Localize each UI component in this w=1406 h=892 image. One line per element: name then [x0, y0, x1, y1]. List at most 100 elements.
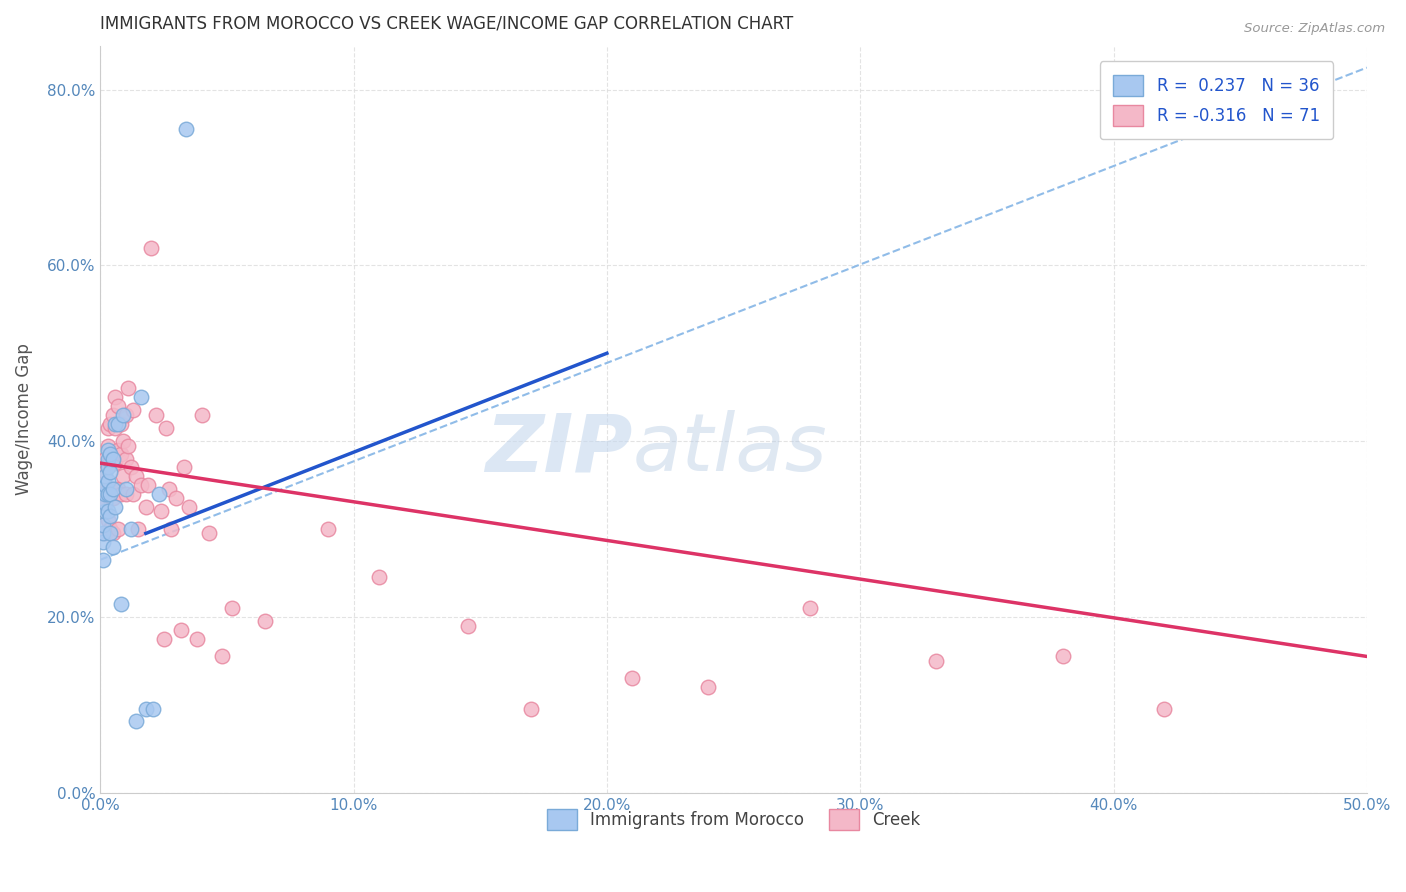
Point — [107, 417, 129, 431]
Point — [112, 469, 135, 483]
Point — [104, 390, 127, 404]
Point — [104, 483, 127, 497]
Point — [316, 522, 339, 536]
Point — [127, 522, 149, 536]
Point — [97, 474, 120, 488]
Point — [94, 465, 117, 479]
Point — [107, 522, 129, 536]
Point — [186, 632, 208, 646]
Point — [177, 500, 200, 514]
Point — [100, 508, 122, 523]
Y-axis label: Wage/Income Gap: Wage/Income Gap — [15, 343, 32, 495]
Point — [155, 421, 177, 435]
Point — [104, 500, 127, 514]
Point — [621, 672, 644, 686]
Point — [101, 540, 124, 554]
Point — [165, 491, 187, 506]
Point — [104, 417, 127, 431]
Point — [91, 553, 114, 567]
Point — [129, 390, 152, 404]
Point — [160, 522, 183, 536]
Point — [139, 241, 162, 255]
Point — [91, 496, 114, 510]
Point — [107, 483, 129, 497]
Point — [101, 451, 124, 466]
Point — [114, 483, 136, 497]
Point — [97, 451, 120, 466]
Point — [122, 403, 145, 417]
Point — [94, 469, 117, 483]
Point — [110, 417, 132, 431]
Point — [117, 381, 139, 395]
Point — [112, 434, 135, 449]
Point — [100, 465, 122, 479]
Point — [457, 618, 479, 632]
Point — [110, 487, 132, 501]
Point — [114, 451, 136, 466]
Point — [101, 456, 124, 470]
Point — [925, 654, 948, 668]
Point — [114, 408, 136, 422]
Point — [520, 702, 543, 716]
Point — [101, 408, 124, 422]
Point — [97, 421, 120, 435]
Point — [253, 615, 276, 629]
Point — [190, 408, 212, 422]
Point — [97, 513, 120, 527]
Point — [101, 526, 124, 541]
Point — [100, 447, 122, 461]
Point — [101, 483, 124, 497]
Point — [91, 517, 114, 532]
Text: ZIP: ZIP — [485, 410, 633, 488]
Point — [94, 504, 117, 518]
Point — [97, 483, 120, 497]
Point — [145, 408, 167, 422]
Point — [94, 487, 117, 501]
Point — [221, 601, 243, 615]
Point — [91, 526, 114, 541]
Point — [110, 447, 132, 461]
Point — [122, 487, 145, 501]
Point — [148, 487, 170, 501]
Text: atlas: atlas — [633, 410, 827, 488]
Point — [97, 487, 120, 501]
Point — [94, 478, 117, 492]
Point — [107, 399, 129, 413]
Point — [97, 504, 120, 518]
Point — [97, 438, 120, 452]
Point — [135, 500, 157, 514]
Point — [138, 478, 160, 492]
Point — [94, 526, 117, 541]
Point — [104, 456, 127, 470]
Text: IMMIGRANTS FROM MOROCCO VS CREEK WAGE/INCOME GAP CORRELATION CHART: IMMIGRANTS FROM MOROCCO VS CREEK WAGE/IN… — [100, 15, 793, 33]
Point — [100, 487, 122, 501]
Point — [125, 714, 148, 728]
Point — [211, 649, 233, 664]
Point — [129, 478, 152, 492]
Point — [107, 442, 129, 457]
Point — [120, 460, 142, 475]
Point — [110, 597, 132, 611]
Point — [157, 483, 180, 497]
Point — [173, 460, 195, 475]
Point — [142, 702, 165, 716]
Point — [97, 456, 120, 470]
Point — [100, 487, 122, 501]
Point — [125, 469, 148, 483]
Point — [97, 460, 120, 475]
Point — [100, 522, 122, 536]
Point — [100, 456, 122, 470]
Point — [198, 526, 221, 541]
Point — [152, 632, 174, 646]
Point — [135, 702, 157, 716]
Point — [114, 487, 136, 501]
Point — [100, 417, 122, 431]
Point — [100, 526, 122, 541]
Point — [112, 408, 135, 422]
Point — [1052, 649, 1074, 664]
Legend: Immigrants from Morocco, Creek: Immigrants from Morocco, Creek — [540, 802, 927, 837]
Point — [170, 623, 193, 637]
Point — [91, 535, 114, 549]
Point — [799, 601, 821, 615]
Point — [697, 680, 720, 694]
